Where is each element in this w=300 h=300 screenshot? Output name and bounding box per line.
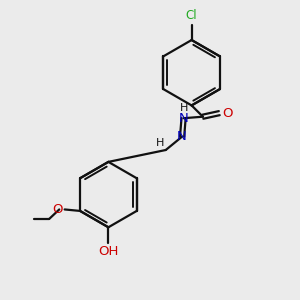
- Text: N: N: [179, 112, 188, 125]
- Text: Cl: Cl: [186, 9, 197, 22]
- Text: N: N: [177, 130, 187, 143]
- Text: H: H: [180, 103, 188, 113]
- Text: OH: OH: [98, 245, 119, 258]
- Text: O: O: [52, 203, 63, 216]
- Text: O: O: [222, 106, 233, 120]
- Text: H: H: [156, 138, 165, 148]
